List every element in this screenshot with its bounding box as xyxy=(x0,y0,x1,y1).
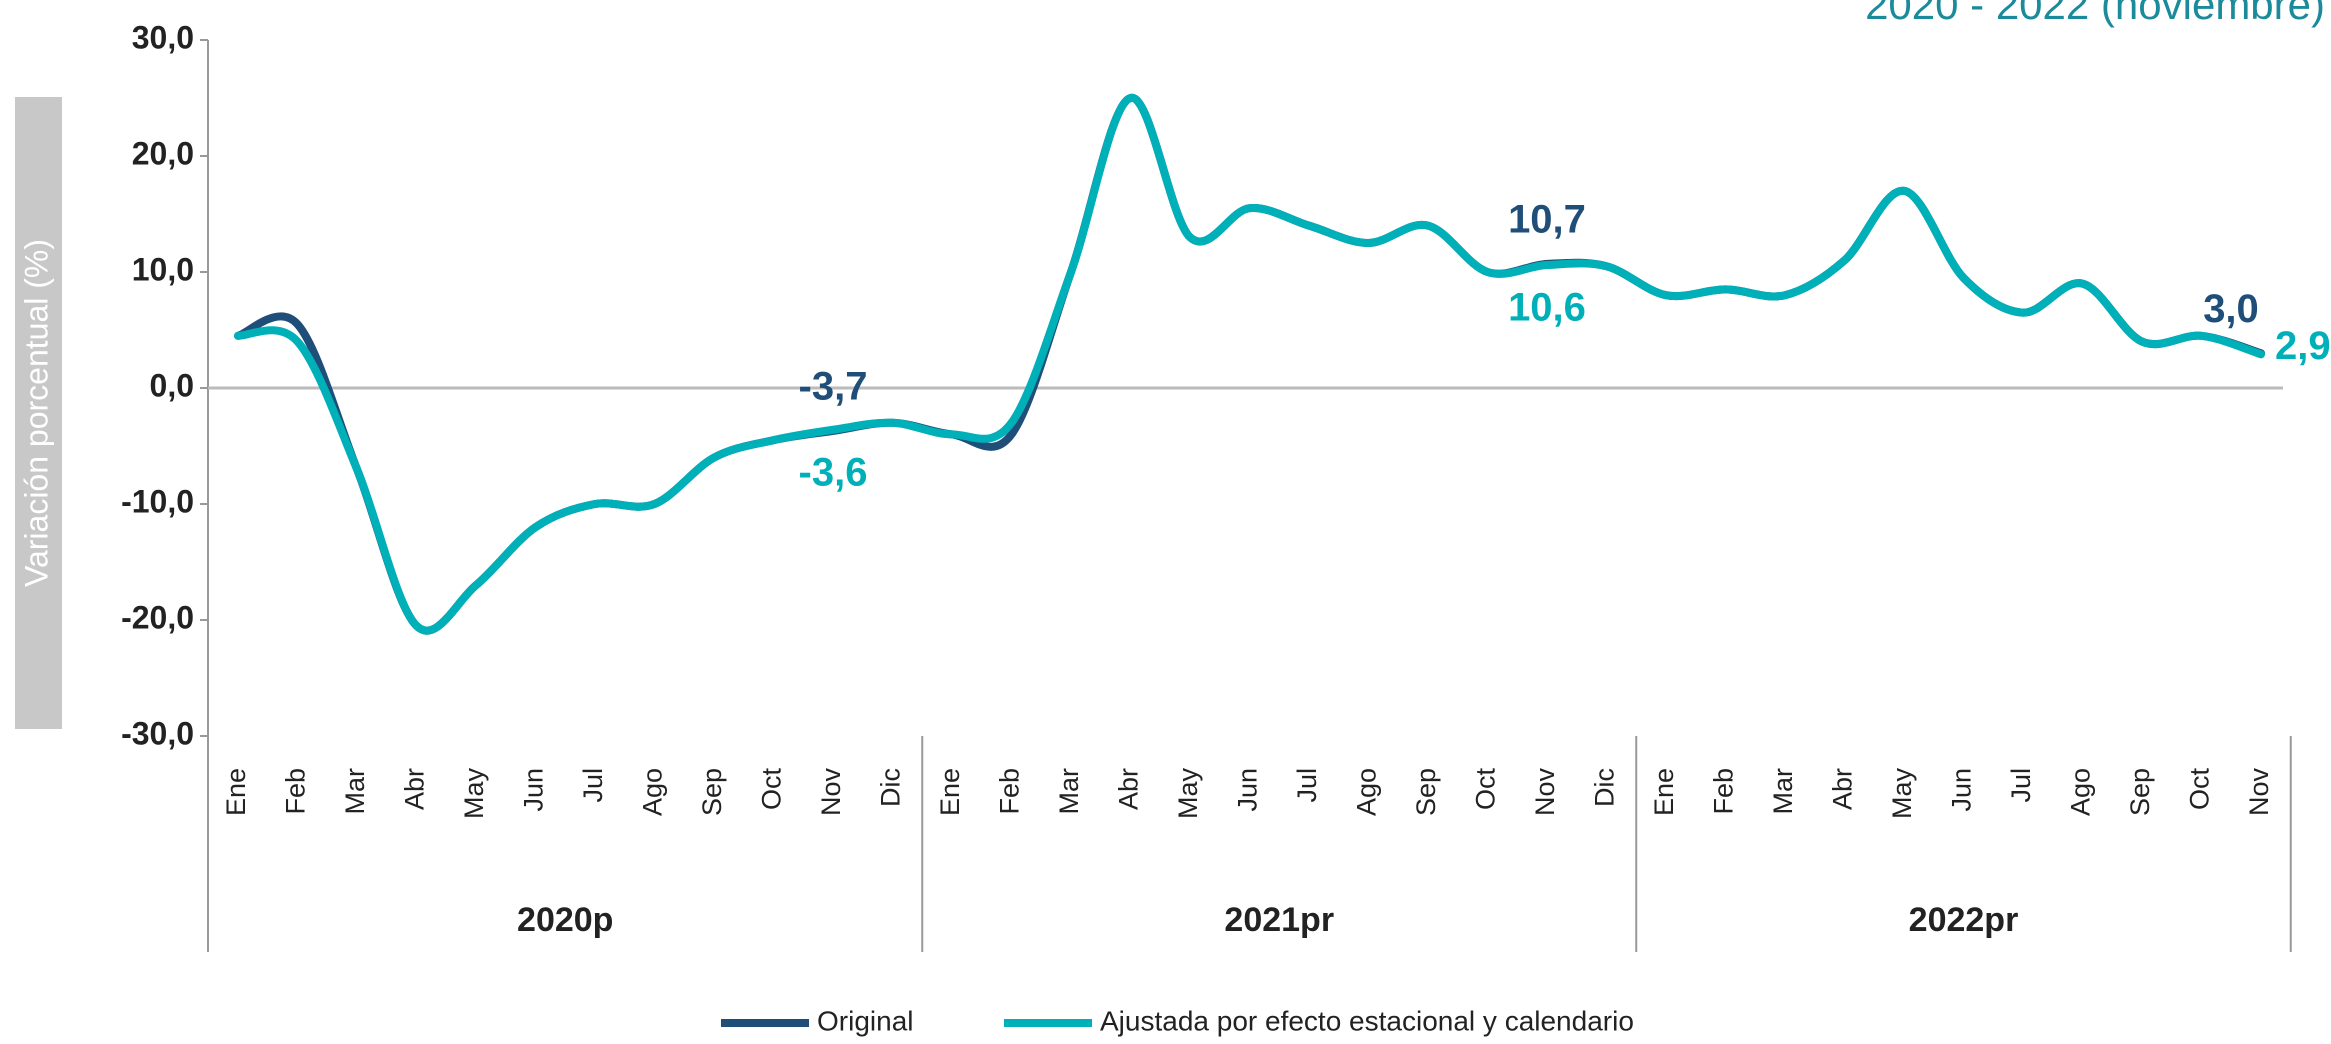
y-tick-label: 10,0 xyxy=(132,251,194,287)
data-label: 3,0 xyxy=(2203,287,2259,331)
x-tick-label: Ago xyxy=(1352,768,1382,816)
x-tick-label: May xyxy=(1887,768,1917,820)
x-tick-label: Sep xyxy=(697,768,727,816)
data-label: -3,7 xyxy=(799,364,868,408)
x-tick-label: Dic xyxy=(876,768,906,807)
x-tick-label: Abr xyxy=(1114,768,1144,810)
x-tick-label: May xyxy=(1173,768,1203,820)
x-tick-label: Jul xyxy=(578,768,608,803)
x-tick-label: Feb xyxy=(281,768,311,815)
x-tick-label: Sep xyxy=(1411,768,1441,816)
x-tick-label: Jun xyxy=(519,768,549,812)
y-tick-label: 0,0 xyxy=(150,367,194,403)
x-tick-label: Feb xyxy=(995,768,1025,815)
group-label: 2021pr xyxy=(1224,901,1334,939)
x-tick-label: Oct xyxy=(2185,768,2215,811)
x-tick-label: Abr xyxy=(400,768,430,810)
y-axis-label: Variación porcentual (%) xyxy=(18,239,54,587)
x-tick-label: Ene xyxy=(935,768,965,816)
x-tick-label: Mar xyxy=(340,768,370,815)
x-tick-label: Ene xyxy=(1649,768,1679,816)
x-tick-label: May xyxy=(459,768,489,820)
group-label: 2020p xyxy=(517,901,613,939)
x-tick-label: Jul xyxy=(1292,768,1322,803)
x-tick-label: Oct xyxy=(757,768,787,811)
x-tick-label: Nov xyxy=(2244,768,2274,817)
x-tick-label: Sep xyxy=(2125,768,2155,816)
data-label: -3,6 xyxy=(799,450,868,494)
y-tick-label: 30,0 xyxy=(132,19,194,55)
x-tick-label: Jun xyxy=(1233,768,1263,812)
x-tick-label: Jun xyxy=(1947,768,1977,812)
chart-subtitle: 2020 - 2022 (noviembre) xyxy=(1865,0,2325,28)
x-tick-label: Nov xyxy=(1530,768,1560,817)
x-tick-label: Nov xyxy=(816,768,846,817)
y-tick-label: -10,0 xyxy=(121,483,194,519)
x-tick-label: Ago xyxy=(2066,768,2096,816)
x-tick-label: Dic xyxy=(1590,768,1620,807)
x-tick-label: Jul xyxy=(2006,768,2036,803)
x-tick-label: Mar xyxy=(1768,768,1798,815)
y-tick-label: -20,0 xyxy=(121,599,194,635)
legend-label: Ajustada por efecto estacional y calenda… xyxy=(1100,1005,1634,1036)
y-tick-label: -30,0 xyxy=(121,715,194,751)
series-line xyxy=(234,94,2265,635)
data-label: 2,9 xyxy=(2275,324,2331,368)
y-tick-label: 20,0 xyxy=(132,135,194,171)
group-label: 2022pr xyxy=(1909,901,2019,939)
legend-label: Original xyxy=(817,1005,913,1036)
data-label: 10,6 xyxy=(1508,286,1586,330)
series-line xyxy=(234,94,2265,635)
x-tick-label: Oct xyxy=(1471,768,1501,811)
data-label: 10,7 xyxy=(1508,197,1586,241)
y-label-box xyxy=(15,97,62,729)
x-tick-label: Abr xyxy=(1828,768,1858,810)
x-tick-label: Ago xyxy=(638,768,668,816)
x-tick-label: Ene xyxy=(221,768,251,816)
x-tick-label: Feb xyxy=(1709,768,1739,815)
x-tick-label: Mar xyxy=(1054,768,1084,815)
